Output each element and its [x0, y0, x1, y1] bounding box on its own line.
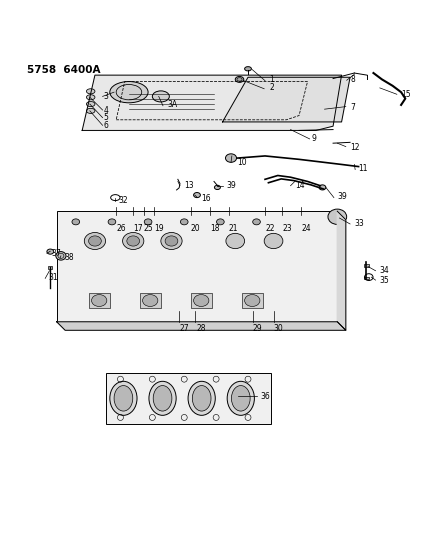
Ellipse shape: [89, 236, 101, 246]
Ellipse shape: [92, 295, 107, 306]
Bar: [140, 293, 161, 308]
Ellipse shape: [122, 232, 144, 249]
Ellipse shape: [144, 219, 152, 225]
Ellipse shape: [143, 295, 158, 306]
Text: 31: 31: [48, 273, 58, 281]
Text: 28: 28: [197, 324, 206, 333]
Text: 14: 14: [295, 181, 304, 190]
Ellipse shape: [165, 236, 178, 246]
Ellipse shape: [232, 385, 250, 411]
Text: 38: 38: [64, 254, 74, 262]
Text: 4: 4: [104, 106, 108, 115]
Bar: [89, 293, 110, 308]
Bar: [242, 293, 263, 308]
Ellipse shape: [245, 67, 251, 71]
Ellipse shape: [86, 101, 95, 107]
Polygon shape: [82, 75, 342, 131]
Ellipse shape: [127, 236, 140, 246]
Ellipse shape: [110, 381, 137, 415]
Text: 39: 39: [337, 192, 347, 201]
Text: 15: 15: [401, 90, 411, 99]
Polygon shape: [56, 322, 346, 330]
Text: 1: 1: [269, 75, 274, 84]
Ellipse shape: [114, 385, 133, 411]
Bar: [190, 293, 212, 308]
Text: 25: 25: [144, 224, 154, 233]
Bar: [364, 277, 369, 279]
Ellipse shape: [72, 219, 80, 225]
Ellipse shape: [108, 219, 116, 225]
Text: 22: 22: [265, 224, 274, 233]
Ellipse shape: [264, 233, 283, 248]
Ellipse shape: [253, 219, 260, 225]
Ellipse shape: [188, 381, 215, 415]
Ellipse shape: [328, 209, 347, 224]
Text: 2: 2: [269, 83, 274, 92]
Text: 20: 20: [190, 224, 200, 233]
Text: 23: 23: [282, 224, 291, 233]
Text: 34: 34: [380, 266, 389, 275]
Text: 24: 24: [301, 224, 311, 233]
Ellipse shape: [152, 91, 169, 102]
Ellipse shape: [227, 381, 254, 415]
Ellipse shape: [181, 219, 188, 225]
Bar: [364, 264, 369, 266]
Text: 17: 17: [133, 224, 143, 233]
Ellipse shape: [245, 295, 260, 306]
Ellipse shape: [86, 108, 95, 114]
Bar: [48, 266, 52, 269]
Text: 35: 35: [380, 276, 389, 285]
Ellipse shape: [56, 252, 66, 260]
Text: 5758  6400A: 5758 6400A: [27, 64, 101, 75]
Text: 16: 16: [201, 194, 211, 203]
Ellipse shape: [86, 89, 95, 94]
Text: 12: 12: [350, 143, 360, 152]
Ellipse shape: [193, 295, 209, 306]
Ellipse shape: [110, 82, 148, 103]
Ellipse shape: [153, 385, 172, 411]
Text: 26: 26: [116, 224, 126, 233]
Ellipse shape: [217, 219, 224, 225]
Polygon shape: [337, 211, 346, 330]
Text: 9: 9: [312, 134, 317, 143]
Ellipse shape: [47, 249, 54, 254]
Ellipse shape: [149, 381, 176, 415]
Text: 13: 13: [184, 181, 194, 190]
Polygon shape: [223, 77, 350, 122]
Ellipse shape: [235, 76, 244, 83]
Ellipse shape: [86, 95, 95, 100]
Ellipse shape: [226, 154, 237, 163]
Text: 32: 32: [118, 196, 128, 205]
Text: 11: 11: [359, 164, 368, 173]
Text: 18: 18: [210, 224, 219, 233]
Ellipse shape: [319, 185, 326, 190]
Text: 6: 6: [104, 121, 108, 130]
Text: 10: 10: [238, 158, 247, 167]
Text: 21: 21: [229, 224, 238, 233]
Text: 33: 33: [354, 220, 364, 229]
Text: 7: 7: [350, 102, 355, 111]
Text: 8: 8: [350, 75, 355, 84]
Text: 37: 37: [51, 249, 61, 259]
Ellipse shape: [193, 192, 200, 198]
Text: 29: 29: [252, 324, 262, 333]
Text: 27: 27: [180, 324, 190, 333]
Ellipse shape: [84, 232, 106, 249]
Ellipse shape: [192, 385, 211, 411]
Ellipse shape: [161, 232, 182, 249]
Bar: [56, 211, 337, 322]
Text: 36: 36: [261, 392, 270, 401]
Text: 3: 3: [104, 92, 108, 101]
Text: 19: 19: [155, 224, 164, 233]
Text: 30: 30: [273, 324, 283, 333]
Text: 3A: 3A: [167, 100, 177, 109]
Text: 39: 39: [227, 181, 237, 190]
Text: 5: 5: [104, 113, 108, 122]
Ellipse shape: [214, 185, 220, 190]
Bar: [106, 373, 271, 424]
Ellipse shape: [226, 233, 245, 248]
